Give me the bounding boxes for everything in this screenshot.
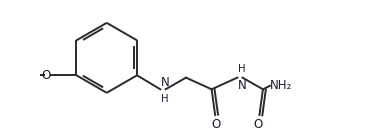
Text: N: N [238, 79, 247, 92]
Text: H: H [161, 94, 169, 104]
Text: N: N [161, 76, 170, 89]
Text: H: H [238, 64, 246, 74]
Text: NH₂: NH₂ [270, 79, 292, 92]
Text: O: O [254, 118, 263, 131]
Text: O: O [41, 69, 50, 82]
Text: O: O [212, 118, 221, 131]
